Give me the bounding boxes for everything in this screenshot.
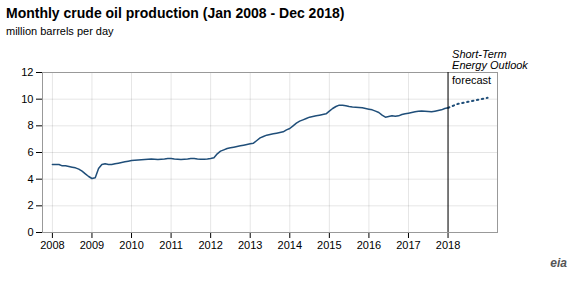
- html-text:eia: eia: [550, 256, 567, 270]
- svg-text:2018: 2018: [436, 239, 460, 251]
- svg-text:2011: 2011: [159, 239, 183, 251]
- svg-text:forecast: forecast: [452, 74, 491, 86]
- svg-text:2016: 2016: [357, 239, 381, 251]
- svg-text:2015: 2015: [317, 239, 341, 251]
- svg-text:2017: 2017: [396, 239, 420, 251]
- svg-text:2010: 2010: [119, 239, 143, 251]
- svg-text:Short-TermEnergy Outlook: Short-TermEnergy Outlook: [452, 48, 528, 71]
- svg-text:2: 2: [27, 199, 33, 211]
- svg-text:0: 0: [27, 226, 33, 238]
- svg-text:2008: 2008: [40, 239, 64, 251]
- svg-text:12: 12: [21, 66, 33, 78]
- svg-text:10: 10: [21, 93, 33, 105]
- svg-text:4: 4: [27, 173, 33, 185]
- svg-text:8: 8: [27, 119, 33, 131]
- svg-text:2009: 2009: [80, 239, 104, 251]
- svg-text:2012: 2012: [198, 239, 222, 251]
- svg-text:2013: 2013: [238, 239, 262, 251]
- html-text:million barrels per day: million barrels per day: [6, 25, 114, 37]
- html-text:Monthly crude oil production (: Monthly crude oil production (Jan 2008 -…: [6, 5, 345, 21]
- svg-text:2014: 2014: [278, 239, 302, 251]
- svg-text:6: 6: [27, 146, 33, 158]
